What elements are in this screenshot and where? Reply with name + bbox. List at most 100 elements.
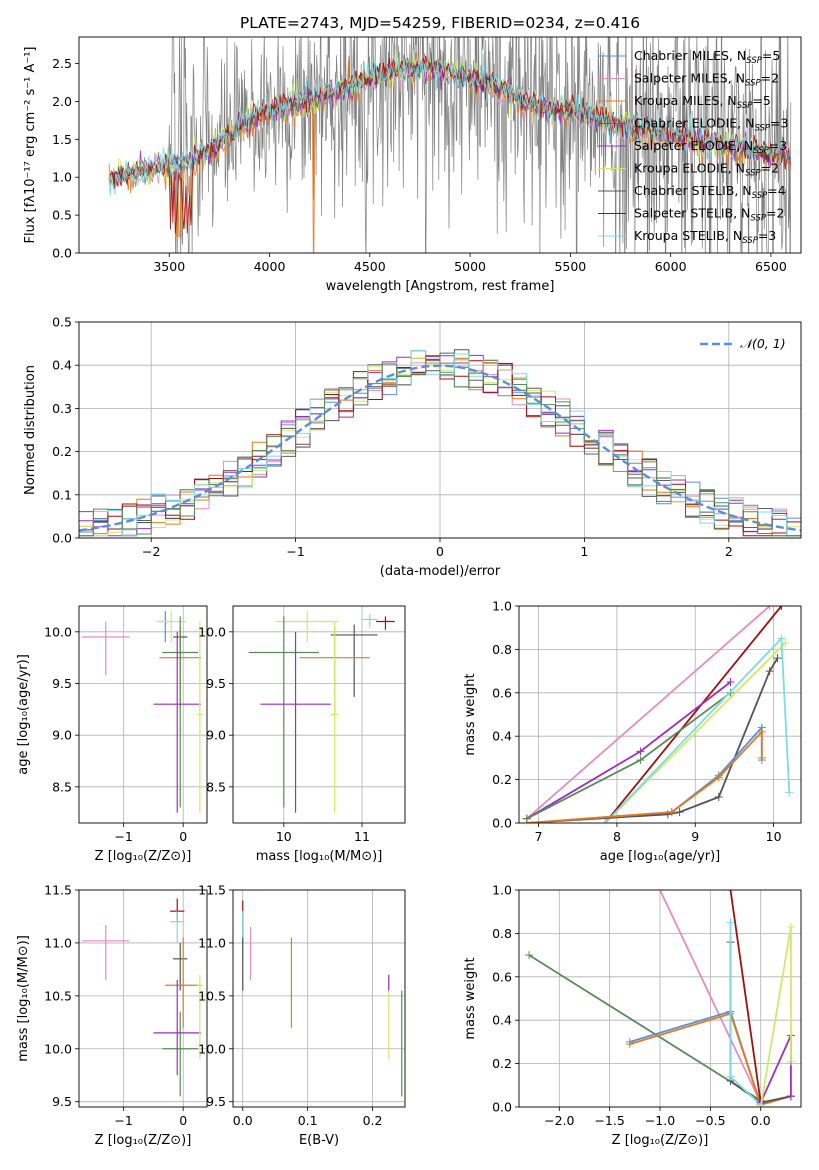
x-tick-label: −2 — [142, 544, 160, 559]
y-tick-label: 10.0 — [198, 1041, 226, 1056]
y-tick-label: 1.5 — [52, 132, 72, 147]
y-tick-label: 11.5 — [44, 883, 72, 898]
y-tick-label: 9.5 — [52, 676, 72, 691]
y-tick-label: 0.2 — [52, 444, 72, 459]
x-axis-label: Z [log₁₀(Z/Z⊙)] — [95, 1133, 192, 1148]
histogram-kroupa-elodie — [79, 358, 801, 537]
axes-frame — [518, 605, 802, 824]
x-axis-label: E(B-V) — [299, 1133, 339, 1148]
y-tick-label: 10.0 — [44, 624, 72, 639]
y-tick-label: 0.1 — [52, 487, 72, 502]
legend-label: 𝒩(0, 1) — [740, 336, 786, 351]
y-tick-label: 0.2 — [492, 772, 512, 787]
x-tick-label: −1 — [114, 1113, 132, 1128]
x-tick-label: 2 — [725, 544, 733, 559]
legend-label: Chabrier MILES, NSSP=5 — [634, 48, 780, 66]
y-tick-label: 11.0 — [198, 935, 226, 950]
y-tick-label: 0.3 — [52, 401, 72, 416]
chart-residuals: −2 −1 0 1 2 0.0 0.1 0.2 0.3 0.4 0.5 (data-model)/er… — [23, 315, 802, 579]
legend-label: Chabrier STELIB, NSSP=4 — [634, 183, 786, 201]
x-axis-label: Z [log₁₀(Z/Z⊙)] — [612, 1133, 709, 1148]
y-tick-label: 2.5 — [52, 56, 72, 71]
y-tick-label: 0.4 — [492, 729, 512, 744]
x-tick-label: −1 — [286, 544, 304, 559]
y-tick-label: 1.0 — [492, 883, 512, 898]
histogram-chabrier-elodie — [79, 352, 801, 537]
x-tick-label: 0 — [436, 544, 444, 559]
x-axis-label: wavelength [Angstrom, rest frame] — [326, 279, 555, 294]
chart-age_vs_mass: 10 11 8.5 9.0 9.5 10.0 mass [log₁₀(M/M⊙)] — [198, 605, 406, 864]
histogram-green — [79, 355, 801, 537]
plot-area — [522, 606, 794, 823]
plot-area — [248, 611, 395, 813]
y-tick-label: 0.6 — [492, 969, 512, 984]
y-tick-label: 0.0 — [492, 1100, 512, 1115]
x-tick-label: 0.1 — [298, 1113, 318, 1128]
x-tick-label: 0.0 — [233, 1113, 253, 1128]
plot-area — [525, 890, 795, 1107]
histogram-chabrier-stelib — [79, 349, 801, 537]
plot-area — [81, 611, 203, 813]
series-line — [629, 1012, 792, 1106]
chart-spectrum: 3500 4000 4500 5000 5500 6000 6500 0.0 0.5 1.0 1.5… — [23, 36, 802, 294]
y-tick-label: 0.5 — [52, 208, 72, 223]
x-tick-label: 0.2 — [363, 1113, 383, 1128]
legend-label: Kroupa STELIB, NSSP=3 — [634, 228, 776, 246]
series-line — [528, 954, 762, 1102]
histogram-salpeter-miles — [79, 358, 801, 537]
x-tick-label: 1 — [580, 544, 588, 559]
x-tick-label: 0.0 — [751, 1113, 771, 1128]
legend-label: Salpeter ELODIE, NSSP=3 — [634, 138, 787, 156]
x-tick-label: −0.5 — [695, 1113, 725, 1128]
plot-area — [242, 900, 403, 1097]
series-line — [759, 1035, 792, 1104]
series-line — [604, 642, 786, 823]
x-tick-label: 4500 — [354, 259, 386, 274]
y-tick-label: 0.4 — [492, 1013, 512, 1028]
chart-massweight_vs_age: 7 8 9 10 0.0 0.2 0.4 0.6 0.8 1.0 age [log₁₀(age/yr… — [463, 599, 802, 864]
x-tick-label: −2.0 — [544, 1113, 574, 1128]
axes-frame — [78, 36, 802, 254]
y-axis-label: mass [log₁₀(M/M⊙)] — [16, 935, 31, 1062]
axes-frame — [518, 889, 802, 1108]
x-tick-label: 3500 — [153, 259, 185, 274]
y-tick-label: 10.0 — [44, 1041, 72, 1056]
series-line — [526, 657, 779, 823]
y-tick-label: 10.5 — [44, 988, 72, 1003]
x-axis-label: (data-model)/error — [380, 564, 501, 579]
series-line — [659, 890, 762, 1104]
y-tick-label: 9.5 — [52, 1094, 72, 1109]
y-tick-label: 0.5 — [52, 315, 72, 330]
y-tick-label: 11.0 — [44, 935, 72, 950]
spectrum-data-line — [108, 37, 792, 253]
axes-frame — [78, 605, 208, 824]
axes-frame — [78, 321, 802, 539]
legend-label: Chabrier ELODIE, NSSP=3 — [634, 116, 789, 134]
x-tick-label: 5000 — [454, 259, 486, 274]
y-tick-label: 1.0 — [52, 170, 72, 185]
figure-title: PLATE=2743, MJD=54259, FIBERID=0234, z=0… — [240, 14, 640, 32]
chart-mass_vs_EBV: 0.0 0.1 0.2 9.5 10.0 10.5 11.0 11.5 E(B-V) — [198, 883, 406, 1148]
y-tick-label: 9.5 — [206, 1094, 226, 1109]
series-line — [729, 922, 762, 1106]
chart-massweight_vs_Z: −2.0 −1.5 −1.0 −0.5 0.0 0.0 0.2 0.4 0.6 0.8 1.0 Z [… — [463, 883, 802, 1148]
series-line — [526, 606, 771, 820]
y-axis-label: mass weight — [463, 673, 478, 755]
x-tick-label: 8 — [613, 829, 621, 844]
axes-frame — [78, 889, 208, 1108]
x-tick-label: 9 — [691, 829, 699, 844]
x-tick-label: 10 — [276, 829, 292, 844]
y-tick-label: 0.8 — [492, 642, 512, 657]
y-tick-label: 0.0 — [492, 816, 512, 831]
y-axis-label: Normed distribution — [23, 365, 38, 495]
axes-frame — [232, 889, 406, 1108]
histogram-salpeter-stelib — [79, 355, 801, 537]
y-tick-label: 9.0 — [52, 728, 72, 743]
legend-label: Salpeter MILES, NSSP=2 — [634, 71, 779, 89]
y-axis-label: mass weight — [463, 957, 478, 1039]
x-tick-label: 0 — [179, 1113, 187, 1128]
chart-age_vs_Z: −1 0 8.5 9.0 9.5 10.0 Z [log₁₀(Z/Z⊙)] age [log₁… — [16, 605, 208, 864]
histogram-kroupa-miles — [79, 357, 801, 537]
y-tick-label: 8.5 — [52, 779, 72, 794]
